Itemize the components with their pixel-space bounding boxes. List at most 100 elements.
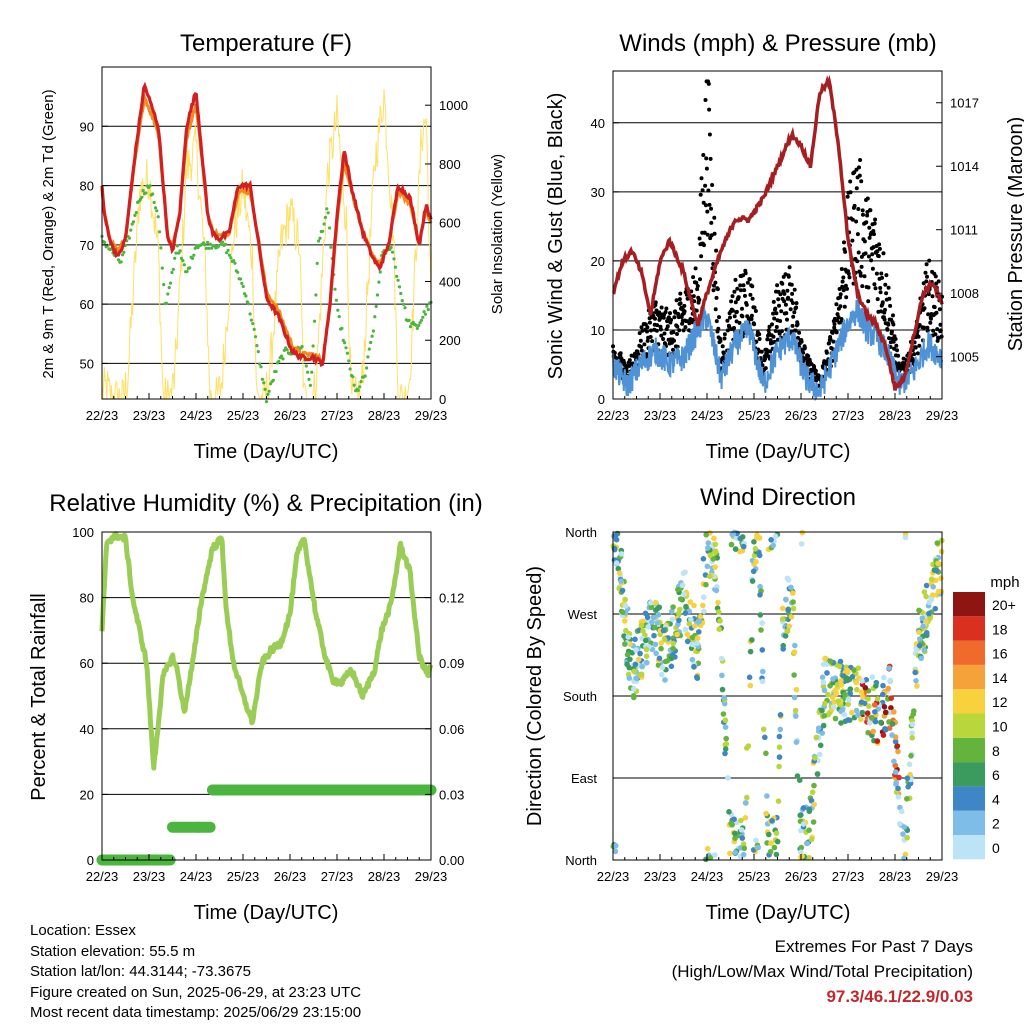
gust-point [618, 351, 623, 356]
direction-point [785, 577, 792, 583]
gust-point [873, 217, 878, 222]
gust-point [876, 254, 881, 259]
direction-point [895, 748, 901, 755]
direction-point [700, 594, 707, 600]
dewpoint-point [175, 244, 179, 248]
gust-point [794, 301, 799, 306]
dewpoint-point [308, 383, 312, 387]
dewpoint-point [258, 362, 262, 366]
gust-point [642, 342, 647, 347]
gust-point [845, 286, 849, 291]
direction-point [737, 548, 743, 555]
dewpoint-point [402, 302, 406, 306]
dewpoint-point [395, 274, 399, 278]
dewpoint-point [326, 211, 330, 215]
gust-point [880, 275, 884, 280]
direction-point [648, 599, 654, 606]
gust-point [935, 338, 940, 343]
direction-point [738, 827, 745, 833]
dewpoint-point [359, 380, 363, 384]
gust-point [894, 343, 899, 348]
direction-point [791, 649, 798, 655]
gust-point [789, 282, 794, 287]
dewpoint-point [392, 257, 396, 261]
dewpoint-point [182, 263, 186, 267]
gust-point [722, 332, 727, 337]
gust-point [740, 306, 744, 311]
direction-point [625, 634, 632, 640]
colorbar-swatch [953, 713, 985, 738]
direction-point [820, 661, 827, 668]
direction-point [916, 642, 923, 649]
dewpoint-point [378, 270, 382, 274]
direction-point [896, 821, 903, 827]
gust-point [913, 345, 918, 350]
direction-point [626, 675, 633, 681]
dewpoint-point [391, 250, 395, 254]
gust-point [748, 292, 753, 297]
direction-point [882, 726, 888, 732]
precipitation-series [96, 784, 437, 866]
direction-point [779, 616, 786, 622]
direction-point [760, 726, 767, 733]
dewpoint-point [140, 195, 144, 199]
latlon-text: Station lat/lon: 44.3144; -73.3675 [30, 963, 252, 980]
solar-insolation-series [101, 89, 432, 401]
direction-point [627, 656, 633, 663]
direction-point [798, 844, 805, 851]
y-right-tick-label: 1017 [950, 96, 979, 111]
direction-point [920, 623, 926, 630]
direction-point [916, 607, 922, 614]
direction-point [853, 707, 860, 714]
direction-point [752, 546, 759, 552]
direction-point [670, 640, 677, 647]
dewpoint-point [119, 260, 123, 264]
dewpoint-point [148, 184, 152, 188]
gust-point [710, 183, 715, 187]
gust-point [671, 330, 676, 335]
gust-point [870, 252, 875, 257]
dewpoint-point [252, 327, 256, 331]
direction-point [824, 670, 830, 676]
colorbar-label: 6 [992, 767, 1000, 783]
dewpoint-point [259, 365, 263, 369]
gust-point [806, 354, 811, 359]
dewpoint-point [131, 220, 136, 224]
dewpoint-point [373, 315, 377, 319]
gust-point [711, 288, 716, 293]
dewpoint-point [216, 244, 221, 248]
gust-point [691, 294, 696, 299]
gust-point [882, 317, 887, 322]
direction-point [763, 750, 769, 757]
direction-point [643, 653, 650, 659]
gust-point [861, 212, 865, 217]
gust-point [713, 280, 718, 285]
y-tick-label: East [571, 771, 597, 786]
direction-point [885, 685, 891, 692]
direction-point [858, 699, 865, 705]
gust-point [705, 232, 710, 237]
gust-point [867, 225, 872, 230]
gust-point [799, 339, 804, 344]
direction-point [851, 667, 857, 673]
gust-point [714, 295, 719, 300]
direction-point [896, 774, 902, 781]
direction-title: Wind Direction [700, 484, 856, 511]
gust-point [682, 309, 687, 314]
gust-point [698, 277, 702, 282]
direction-point [703, 856, 709, 863]
gust-point [896, 353, 901, 358]
direction-point [750, 568, 757, 575]
dewpoint-point [318, 236, 322, 240]
dewpoint-point [347, 359, 351, 363]
gust-point [757, 332, 762, 337]
dewpoint-point [103, 240, 107, 245]
direction-point [859, 678, 865, 684]
gust-point [857, 173, 862, 178]
direction-point [900, 831, 906, 837]
colorbar-label: 0 [992, 840, 1000, 856]
gust-point [883, 282, 888, 287]
dewpoint-point [188, 266, 192, 270]
y-right-tick-label: 1014 [950, 159, 979, 174]
